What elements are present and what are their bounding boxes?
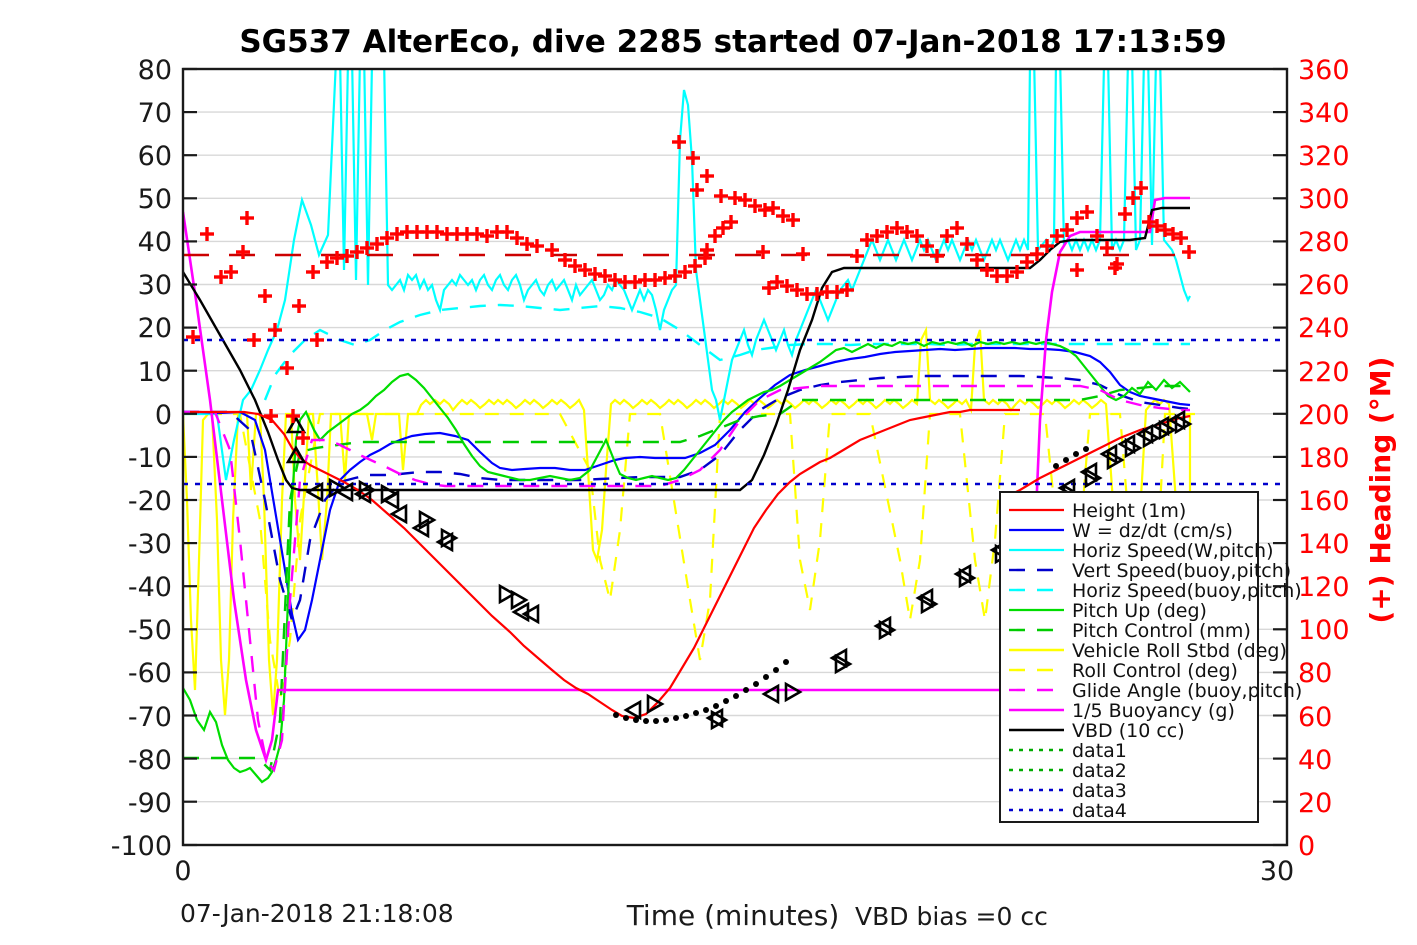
- svg-text:-70: -70: [128, 702, 172, 733]
- legend-label: data1: [1072, 740, 1127, 762]
- svg-text:-10: -10: [128, 443, 172, 474]
- legend-item-data1[interactable]: data1: [1009, 740, 1127, 762]
- series-pitch-up: [183, 340, 1191, 784]
- svg-text:180: 180: [1298, 443, 1350, 474]
- legend-label: Horiz Speed(buoy,pitch): [1072, 580, 1302, 602]
- right-axis-ticks: [1273, 67, 1287, 847]
- svg-text:100: 100: [1298, 615, 1350, 646]
- legend-label: Pitch Up (deg): [1072, 600, 1207, 622]
- legend-item-vehicle-roll-stbd[interactable]: Vehicle Roll Stbd (deg): [1009, 640, 1287, 662]
- svg-text:200: 200: [1298, 400, 1350, 431]
- legend-label: Vehicle Roll Stbd (deg): [1072, 640, 1287, 662]
- svg-text:220: 220: [1298, 357, 1350, 388]
- svg-text:-30: -30: [128, 529, 172, 560]
- series-pitch-control: [183, 384, 1190, 773]
- svg-text:-20: -20: [128, 486, 172, 517]
- legend-label: VBD (10 cc): [1072, 720, 1185, 742]
- right-axis-label: (+) Heading (°M): [1364, 357, 1397, 624]
- legend-label: data4: [1072, 800, 1127, 822]
- series-buoyancy: [183, 196, 1190, 765]
- legend-item-w-dzdt[interactable]: W = dz/dt (cm/s): [1009, 520, 1233, 542]
- series-roll-control: [183, 412, 1190, 701]
- svg-text:-60: -60: [128, 658, 172, 689]
- legend-label: 1/5 Buoyancy (g): [1072, 700, 1235, 722]
- left-axis-tick-labels: 80 70 60 50 40 30 20 10 0 -10 -20 -30 -4…: [111, 55, 172, 862]
- legend-item-pitch-up[interactable]: Pitch Up (deg): [1009, 600, 1207, 622]
- legend-item-pitch-control[interactable]: Pitch Control (mm): [1009, 620, 1251, 642]
- svg-text:160: 160: [1298, 486, 1350, 517]
- heading-plus-markers: [186, 135, 1196, 445]
- svg-text:280: 280: [1298, 227, 1350, 258]
- legend-label: data3: [1072, 780, 1127, 802]
- vbd-bias-label: VBD bias =0 cc: [855, 902, 1048, 931]
- svg-text:20: 20: [1298, 788, 1332, 819]
- legend-item-roll-control[interactable]: Roll Control (deg): [1009, 660, 1238, 682]
- series-horiz-speed-buoy-pitch: [263, 303, 1190, 401]
- svg-text:340: 340: [1298, 98, 1350, 129]
- svg-text:320: 320: [1298, 141, 1350, 172]
- x-tick-label-min: 0: [174, 856, 191, 887]
- series-glide-angle: [183, 384, 1190, 773]
- svg-text:10: 10: [138, 357, 172, 388]
- legend[interactable]: Height (1m) W = dz/dt (cm/s) Horiz Speed…: [999, 491, 1302, 823]
- right-axis-tick-labels: 360 340 320 300 280 260 240 220 200 180 …: [1298, 55, 1350, 862]
- svg-text:-50: -50: [128, 615, 172, 646]
- legend-item-vert-speed-buoy-pitch[interactable]: Vert Speed(buoy,pitch): [1009, 560, 1291, 582]
- x-axis-label: Time (minutes): [626, 899, 840, 932]
- svg-text:-90: -90: [128, 788, 172, 819]
- legend-box: [999, 491, 1259, 823]
- svg-text:360: 360: [1298, 55, 1350, 86]
- legend-item-buoyancy[interactable]: 1/5 Buoyancy (g): [1009, 700, 1235, 722]
- svg-text:-100: -100: [111, 831, 172, 862]
- svg-text:60: 60: [1298, 702, 1332, 733]
- svg-text:-40: -40: [128, 572, 172, 603]
- svg-text:40: 40: [138, 227, 172, 258]
- x-tick-label-max: 30: [1260, 856, 1294, 887]
- svg-text:300: 300: [1298, 184, 1350, 215]
- svg-text:-80: -80: [128, 745, 172, 776]
- svg-text:260: 260: [1298, 270, 1350, 301]
- svg-text:140: 140: [1298, 529, 1350, 560]
- data-layer: [183, 69, 1287, 784]
- series-vbd: [183, 206, 1190, 492]
- series-height-tail: [999, 414, 1191, 501]
- svg-text:20: 20: [138, 313, 172, 344]
- svg-text:0: 0: [1298, 831, 1315, 862]
- svg-text:80: 80: [1298, 658, 1332, 689]
- legend-item-height[interactable]: Height (1m): [1009, 500, 1186, 522]
- legend-item-data2[interactable]: data2: [1009, 760, 1127, 782]
- svg-text:80: 80: [138, 55, 172, 86]
- legend-item-data3[interactable]: data3: [1009, 780, 1127, 802]
- svg-text:240: 240: [1298, 313, 1350, 344]
- svg-text:120: 120: [1298, 572, 1350, 603]
- legend-item-glide-angle[interactable]: Glide Angle (buoy,pitch): [1009, 680, 1302, 702]
- svg-text:40: 40: [1298, 745, 1332, 776]
- legend-label: Vert Speed(buoy,pitch): [1072, 560, 1291, 582]
- legend-label: Pitch Control (mm): [1072, 620, 1251, 642]
- legend-item-horiz-speed-buoy-pitch[interactable]: Horiz Speed(buoy,pitch): [1009, 580, 1302, 602]
- legend-label: Roll Control (deg): [1072, 660, 1238, 682]
- svg-text:70: 70: [138, 98, 172, 129]
- svg-text:30: 30: [138, 270, 172, 301]
- legend-item-vbd[interactable]: VBD (10 cc): [1009, 720, 1185, 742]
- legend-item-horiz-speed-w-pitch[interactable]: Horiz Speed(W,pitch): [1009, 540, 1274, 562]
- chart-title: SG537 AlterEco, dive 2285 started 07-Jan…: [239, 24, 1226, 60]
- legend-label: W = dz/dt (cm/s): [1072, 520, 1233, 542]
- legend-label: Horiz Speed(W,pitch): [1072, 540, 1274, 562]
- legend-label: Glide Angle (buoy,pitch): [1072, 680, 1302, 702]
- legend-item-data4[interactable]: data4: [1009, 800, 1127, 822]
- series-vert-speed-buoy-pitch: [183, 374, 1191, 624]
- svg-text:0: 0: [155, 400, 172, 431]
- svg-text:50: 50: [138, 184, 172, 215]
- footer-timestamp: 07-Jan-2018 21:18:08: [180, 899, 454, 928]
- svg-text:60: 60: [138, 141, 172, 172]
- legend-label: Height (1m): [1072, 500, 1186, 522]
- legend-label: data2: [1072, 760, 1127, 782]
- depth-dot-markers: [613, 446, 1089, 724]
- left-axis-ticks: [183, 67, 197, 847]
